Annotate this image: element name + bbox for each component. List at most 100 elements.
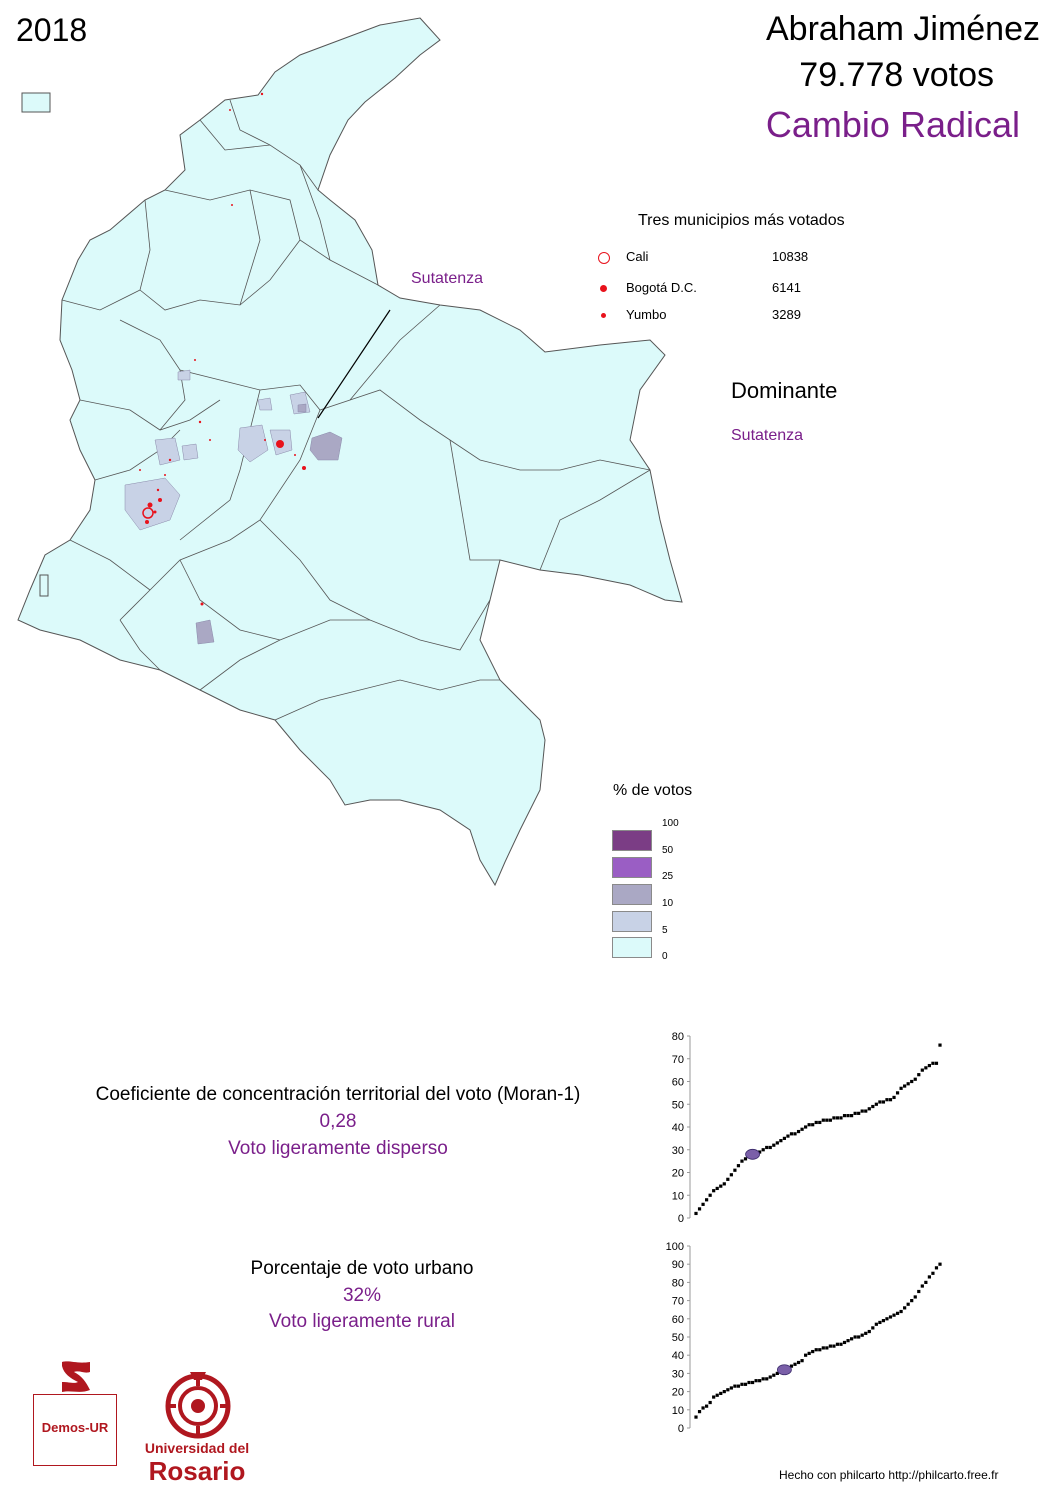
legend-break: 5 (662, 925, 668, 936)
data-point (789, 1132, 794, 1136)
data-point (903, 1306, 907, 1310)
data-point (715, 1393, 719, 1397)
data-point (899, 1309, 903, 1314)
data-point (804, 1353, 808, 1357)
y-tick-label: 10 (672, 1190, 684, 1202)
vote-markers (139, 92, 306, 606)
data-point (885, 1098, 889, 1102)
legend-break: 25 (662, 871, 674, 882)
data-point (779, 1139, 783, 1143)
y-tick-label: 70 (672, 1054, 684, 1066)
data-point (913, 1077, 917, 1081)
data-point (804, 1125, 808, 1129)
y-tick-label: 90 (672, 1259, 684, 1271)
demos-logo-box (33, 1394, 117, 1466)
data-point (871, 1104, 875, 1109)
data-point (864, 1109, 868, 1113)
data-point (768, 1145, 772, 1150)
data-point (796, 1129, 801, 1134)
top-item-votes: 6141 (772, 280, 801, 295)
filled-circle-icon (600, 285, 607, 292)
data-point (881, 1100, 886, 1104)
credit-text: Hecho con philcarto http://philcarto.fre… (779, 1468, 999, 1482)
data-point (860, 1333, 864, 1337)
y-tick-label: 100 (666, 1241, 684, 1253)
y-tick-label: 50 (672, 1099, 684, 1111)
data-point (765, 1377, 769, 1381)
rosario-seal-icon (165, 1372, 231, 1439)
data-point (892, 1095, 896, 1100)
data-point (768, 1375, 772, 1379)
top-item-name: Bogotá D.C. (626, 280, 697, 295)
highlight-point (745, 1148, 760, 1160)
candidate-party: Cambio Radical (765, 104, 1020, 145)
data-point (853, 1111, 857, 1115)
data-point (740, 1159, 744, 1163)
legend-break: 10 (662, 898, 674, 909)
data-point (765, 1145, 769, 1150)
municipality-shading (124, 369, 343, 645)
data-point (888, 1098, 893, 1102)
urban-text: Voto ligeramente rural (269, 1311, 455, 1332)
data-point (910, 1299, 914, 1303)
highlight-point (777, 1364, 792, 1376)
data-point (938, 1043, 942, 1047)
data-point (927, 1063, 931, 1068)
top-item-name: Cali (626, 249, 649, 264)
data-point (857, 1335, 861, 1339)
data-point (825, 1118, 829, 1122)
data-point (719, 1391, 723, 1396)
data-point (719, 1184, 723, 1188)
y-tick-label: 50 (672, 1332, 684, 1344)
department-borders (61, 99, 651, 721)
data-point (726, 1177, 730, 1181)
data-point (736, 1384, 741, 1388)
data-point (835, 1342, 840, 1346)
candidate-votes: 79.778 votos (799, 56, 994, 94)
data-point (832, 1344, 836, 1348)
legend-break: 50 (662, 845, 674, 856)
data-point (860, 1109, 864, 1113)
data-point (811, 1349, 815, 1354)
data-point (705, 1198, 709, 1202)
data-point (729, 1386, 733, 1390)
data-point (694, 1211, 698, 1216)
data-point (793, 1132, 797, 1136)
data-point (835, 1116, 840, 1120)
candidate-name: Abraham Jiménez (765, 10, 1040, 48)
data-point (846, 1114, 850, 1118)
data-point (740, 1382, 744, 1386)
data-point (697, 1410, 702, 1414)
data-point (825, 1346, 829, 1350)
data-point (814, 1348, 818, 1352)
marker-yumbo (147, 502, 153, 508)
data-point (814, 1120, 818, 1125)
data-point (910, 1079, 914, 1084)
top-item-2: Bogotá D.C. 6141 (596, 280, 836, 300)
data-point (927, 1275, 931, 1279)
y-tick-label: 40 (672, 1350, 684, 1362)
y-tick-label: 10 (672, 1405, 684, 1417)
data-point (701, 1406, 705, 1410)
y-tick-label: 40 (672, 1122, 684, 1134)
y-tick-label: 70 (672, 1296, 684, 1308)
data-point (811, 1123, 815, 1127)
data-point (917, 1289, 921, 1294)
data-point (881, 1319, 886, 1323)
legend-swatch-3 (612, 884, 652, 905)
data-point (772, 1143, 776, 1147)
top-item-votes: 3289 (772, 307, 801, 322)
data-point (807, 1351, 811, 1355)
y-tick-label: 20 (672, 1168, 684, 1180)
data-point (931, 1271, 935, 1275)
y-tick-label: 80 (672, 1031, 684, 1043)
top-item-3: Yumbo 3289 (596, 307, 836, 327)
data-point (853, 1335, 857, 1339)
top-municipalities-title: Tres municipios más votados (638, 212, 845, 229)
urban-label: Porcentaje de voto urbano (250, 1258, 474, 1279)
data-point (701, 1202, 705, 1206)
y-tick-label: 80 (672, 1277, 684, 1289)
data-point (761, 1148, 765, 1152)
data-point (924, 1280, 928, 1284)
data-point (920, 1284, 924, 1288)
